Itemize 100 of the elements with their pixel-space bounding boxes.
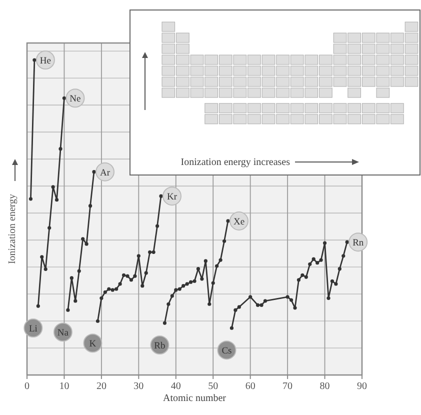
point xyxy=(54,198,59,202)
x-tick-label: 30 xyxy=(134,381,144,392)
x-tick-label: 70 xyxy=(282,381,293,392)
point xyxy=(40,255,44,259)
point xyxy=(77,269,81,273)
point xyxy=(188,280,193,284)
annotation: He xyxy=(40,56,51,66)
point xyxy=(208,302,212,306)
point xyxy=(166,302,170,306)
point xyxy=(293,306,297,310)
point xyxy=(62,96,66,100)
point xyxy=(234,308,238,312)
point xyxy=(110,288,114,292)
point xyxy=(140,284,144,288)
annotation: Ne xyxy=(70,94,81,105)
x-tick-label: 60 xyxy=(245,381,256,392)
x-tick-label: 50 xyxy=(208,381,218,392)
point xyxy=(312,257,316,261)
point xyxy=(330,279,334,283)
point xyxy=(51,185,55,189)
point xyxy=(162,321,167,325)
x-tick-label: 10 xyxy=(59,381,70,392)
point xyxy=(256,303,260,307)
annotation: Li xyxy=(28,324,38,335)
point xyxy=(36,304,40,308)
point xyxy=(316,261,320,265)
annotation: Rn xyxy=(352,238,364,249)
point xyxy=(215,264,219,268)
point xyxy=(100,296,104,300)
x-tick-label: 0 xyxy=(24,381,30,392)
point xyxy=(170,294,174,298)
annotation: Cs xyxy=(222,346,232,357)
point xyxy=(178,287,182,291)
point xyxy=(58,147,62,151)
point xyxy=(196,267,200,271)
point xyxy=(48,226,52,230)
point xyxy=(44,267,48,271)
point xyxy=(218,258,222,262)
annotation: Na xyxy=(57,328,70,339)
point xyxy=(304,275,308,279)
point xyxy=(126,274,130,278)
point xyxy=(338,267,342,271)
point xyxy=(260,303,264,307)
point xyxy=(289,298,294,302)
x-tick-label: 80 xyxy=(320,381,330,392)
point xyxy=(96,319,100,323)
point xyxy=(211,281,215,285)
point xyxy=(107,287,111,291)
point xyxy=(92,170,96,174)
annotation: Ar xyxy=(100,168,111,178)
point xyxy=(230,326,234,330)
point xyxy=(319,258,323,262)
point xyxy=(32,58,36,62)
point xyxy=(326,296,330,300)
annotation: Xe xyxy=(233,217,245,228)
point xyxy=(174,288,178,292)
point xyxy=(148,250,152,254)
annotation: Ionization energy increases xyxy=(180,157,290,168)
point xyxy=(192,279,196,283)
point xyxy=(122,273,126,277)
point xyxy=(155,224,160,228)
point xyxy=(114,287,118,291)
point xyxy=(182,284,186,288)
point xyxy=(70,276,74,280)
point xyxy=(103,290,107,294)
point xyxy=(237,305,241,309)
point xyxy=(286,295,290,299)
point xyxy=(308,262,312,266)
point xyxy=(222,239,226,243)
point xyxy=(185,282,189,286)
point xyxy=(152,250,156,254)
point xyxy=(74,299,78,303)
point xyxy=(144,271,148,275)
y-axis-title: Ionization energy xyxy=(7,194,18,264)
point xyxy=(345,240,349,244)
point xyxy=(88,204,92,208)
point xyxy=(81,237,85,241)
point xyxy=(322,241,327,245)
point xyxy=(334,282,338,286)
point xyxy=(66,308,70,312)
point xyxy=(226,219,230,223)
x-axis-title: Atomic number xyxy=(162,393,227,404)
point xyxy=(84,242,88,246)
annotation: Rb xyxy=(154,342,166,352)
x-tick-label: 90 xyxy=(357,381,367,392)
annotation: K xyxy=(89,340,96,350)
point xyxy=(204,259,208,263)
point xyxy=(28,197,33,201)
annotation: Kr xyxy=(166,192,178,203)
point xyxy=(133,274,137,278)
point xyxy=(136,254,140,258)
point xyxy=(300,273,304,277)
x-tick-label: 20 xyxy=(96,381,106,392)
point xyxy=(248,295,252,299)
point xyxy=(296,278,301,282)
point xyxy=(118,282,122,286)
point xyxy=(159,194,163,198)
point xyxy=(129,278,134,282)
point xyxy=(200,277,204,281)
point xyxy=(263,299,268,303)
